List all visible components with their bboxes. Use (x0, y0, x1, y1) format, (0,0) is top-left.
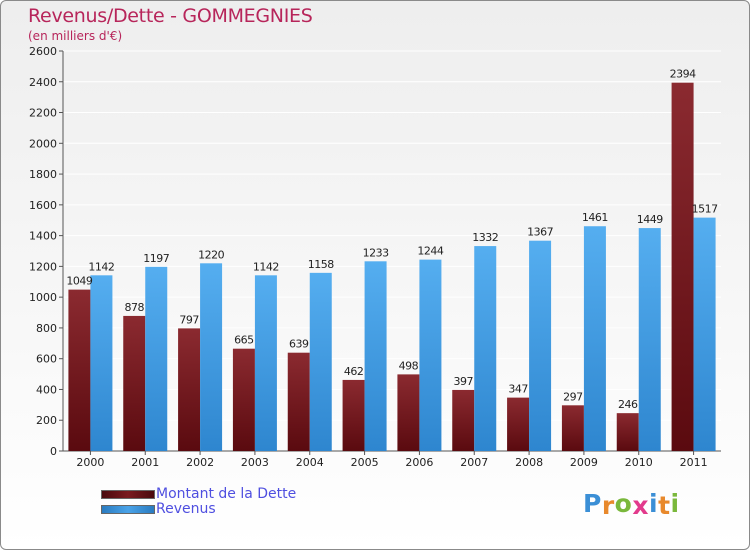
bar-dette (561, 405, 584, 451)
bar-dette (287, 352, 310, 451)
x-tick-label: 2009 (570, 456, 598, 469)
bar-dette (671, 82, 694, 451)
data-label-revenus: 1220 (198, 248, 224, 261)
data-label-revenus: 1158 (308, 258, 334, 271)
legend-swatch-revenus (101, 505, 155, 514)
y-tick-label: 2000 (29, 137, 57, 150)
data-label-revenus: 1517 (692, 203, 718, 216)
y-tick-label: 400 (36, 383, 57, 396)
proxiti-logo: Proxiti (583, 489, 680, 520)
y-tick-label: 1600 (29, 199, 57, 212)
bar-revenus (254, 275, 277, 451)
bar-revenus (529, 240, 552, 451)
bar-dette (397, 374, 420, 451)
x-tick-label: 2002 (186, 456, 214, 469)
bar-dette (232, 348, 255, 451)
bar-revenus (309, 272, 332, 451)
data-label-revenus: 1332 (472, 231, 498, 244)
bar-revenus (90, 275, 113, 451)
y-tick-label: 1000 (29, 291, 57, 304)
data-label-dette: 297 (563, 390, 583, 403)
data-label-dette: 397 (454, 375, 474, 388)
bar-revenus (364, 261, 387, 451)
bar-revenus (474, 246, 497, 451)
data-label-dette: 498 (399, 359, 419, 372)
x-tick-label: 2007 (460, 456, 488, 469)
data-label-dette: 665 (234, 334, 254, 347)
bar-dette (616, 413, 639, 451)
x-tick-label: 2010 (625, 456, 653, 469)
bar-revenus (638, 228, 661, 451)
bar-revenus (145, 266, 168, 451)
x-tick-label: 2003 (241, 456, 269, 469)
bar-dette (342, 379, 365, 451)
y-tick-label: 800 (36, 322, 57, 335)
y-tick-label: 2400 (29, 76, 57, 89)
data-label-dette: 639 (289, 338, 309, 351)
data-label-dette: 462 (344, 365, 364, 378)
x-tick-label: 2004 (296, 456, 324, 469)
x-tick-label: 2001 (131, 456, 159, 469)
y-tick-label: 2200 (29, 107, 57, 120)
chart-title: Revenus/Dette - GOMMEGNIES (28, 5, 313, 27)
data-label-revenus: 1142 (88, 260, 114, 273)
data-label-revenus: 1367 (527, 226, 553, 239)
y-tick-label: 1800 (29, 168, 57, 181)
x-tick-label: 2008 (515, 456, 543, 469)
data-label-dette: 2394 (670, 68, 696, 81)
legend-label-revenus: Revenus (156, 501, 216, 517)
legend-swatch-dette (101, 490, 155, 499)
data-label-dette: 878 (125, 301, 145, 314)
bar-revenus (419, 259, 442, 451)
bar-dette (68, 289, 91, 451)
bar-dette (123, 315, 146, 451)
y-tick-label: 200 (36, 414, 57, 427)
data-label-revenus: 1449 (637, 213, 663, 226)
bar-dette (507, 397, 530, 451)
data-label-revenus: 1244 (417, 245, 443, 258)
y-tick-label: 1400 (29, 230, 57, 243)
x-tick-label: 2005 (351, 456, 379, 469)
data-label-dette: 347 (508, 383, 528, 396)
chart-subtitle: (en milliers d'€) (28, 29, 123, 43)
data-label-dette: 797 (179, 313, 199, 326)
data-label-revenus: 1461 (582, 211, 608, 224)
x-tick-label: 2011 (680, 456, 708, 469)
y-tick-label: 600 (36, 353, 57, 366)
bar-revenus (693, 217, 716, 451)
data-label-revenus: 1197 (143, 252, 169, 265)
data-label-revenus: 1233 (363, 246, 389, 259)
x-tick-label: 2000 (76, 456, 104, 469)
data-label-dette: 1049 (66, 275, 92, 288)
y-tick-label: 0 (50, 445, 57, 458)
legend-label-dette: Montant de la Dette (156, 486, 297, 502)
y-tick-label: 1200 (29, 260, 57, 273)
y-tick-label: 2600 (29, 45, 57, 58)
bar-dette (452, 389, 475, 451)
bar-dette (178, 328, 201, 451)
x-tick-label: 2006 (405, 456, 433, 469)
bar-revenus (200, 263, 223, 451)
bar-revenus (583, 226, 606, 451)
data-label-revenus: 1142 (253, 260, 279, 273)
data-label-dette: 246 (618, 398, 638, 411)
